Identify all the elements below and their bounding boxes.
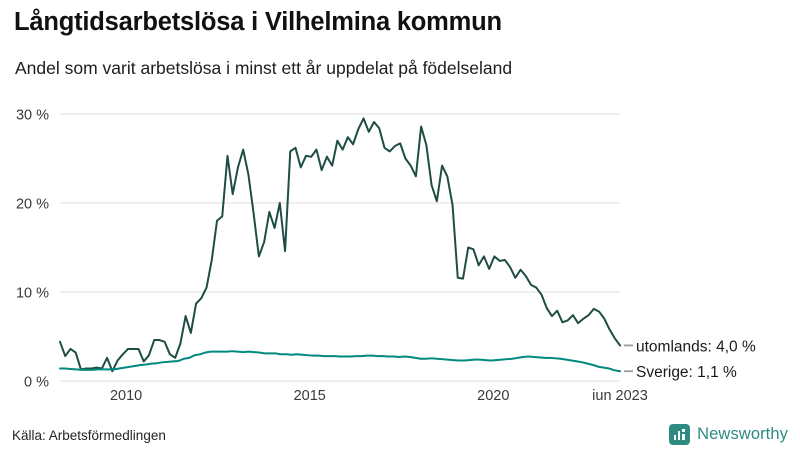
source-note: Källa: Arbetsförmedlingen [12, 428, 166, 443]
chart-container: 0 % 10 % 20 % 30 % 2010 2015 2020 jun 2023 uto… [0, 100, 800, 401]
gridlines-group [60, 113, 620, 382]
x-axis-labels-group: 2010 2015 2020 jun 2023 [110, 388, 648, 400]
legend-label-utomlands: utomlands: 4,0 % [636, 338, 756, 355]
y-axis-tick-label: 10 % [16, 286, 49, 302]
series-line-utomlands [59, 117, 621, 373]
y-axis-tick-label: 0 % [24, 375, 49, 391]
x-axis-tick-label: 2010 [110, 388, 142, 400]
series-line-Sverige [59, 350, 621, 373]
series-group [59, 117, 621, 373]
y-axis-labels-group: 0 % 10 % 20 % 30 % [16, 108, 49, 391]
page-subtitle: Andel som varit arbetslösa i minst ett å… [15, 58, 513, 78]
x-axis-tick-label: 2020 [477, 388, 509, 400]
line-chart: 0 % 10 % 20 % 30 % 2010 2015 2020 jun 2023 uto… [16, 108, 756, 401]
legend-group: utomlands: 4,0 % Sverige: 1,1 % [624, 338, 756, 381]
x-axis-tick-label: 2015 [294, 388, 326, 400]
legend-label-Sverige: Sverige: 1,1 % [636, 364, 737, 381]
brand-name: Newsworthy [697, 425, 788, 443]
y-axis-tick-label: 20 % [16, 197, 49, 213]
x-axis-tick-label: jun 2023 [591, 388, 648, 400]
newsworthy-logo: Newsworthy [669, 424, 788, 445]
y-axis-tick-label: 30 % [16, 108, 49, 124]
bar-chart-icon [669, 424, 691, 445]
page-title: Långtidsarbetslösa i Vilhelmina kommun [14, 8, 502, 36]
